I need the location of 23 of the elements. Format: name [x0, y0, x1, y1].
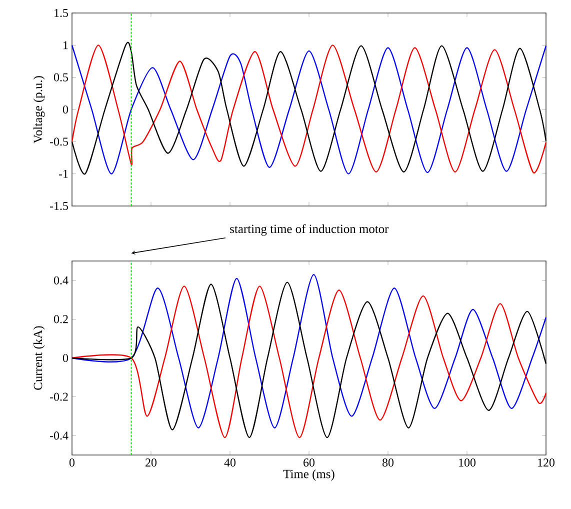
- x-tick-label: 40: [224, 458, 236, 467]
- y-axis-title: Current (kA): [33, 326, 45, 390]
- y-tick-label: -1.5: [50, 202, 68, 210]
- x-tick-label: 60: [304, 458, 315, 467]
- y-tick-label: 0: [62, 105, 68, 114]
- y-tick-label: 0.5: [54, 73, 68, 82]
- y-tick-label: -0.2: [50, 392, 68, 401]
- y-tick-label: 1: [64, 41, 68, 50]
- x-tick-label: 120: [538, 458, 555, 467]
- x-tick-label: 100: [459, 458, 476, 467]
- y-tick-label: -0.5: [50, 138, 68, 146]
- y-tick-label: 0: [62, 354, 68, 362]
- x-tick-label: 20: [146, 458, 157, 467]
- y-tick-label: -0.4: [50, 432, 68, 440]
- y-tick-label: -1: [58, 170, 68, 178]
- x-tick-label: 0: [69, 458, 75, 467]
- y-axis-title: Voltage (p.u.): [33, 76, 45, 144]
- y-tick-label: 1.5: [54, 8, 68, 18]
- text: starting time of induction motor: [230, 224, 389, 236]
- y-tick-label: 0.2: [54, 315, 68, 324]
- y-tick-label: 0.4: [54, 276, 68, 284]
- x-tick-label: 80: [382, 458, 394, 467]
- x-axis-title: Time (ms): [283, 469, 334, 481]
